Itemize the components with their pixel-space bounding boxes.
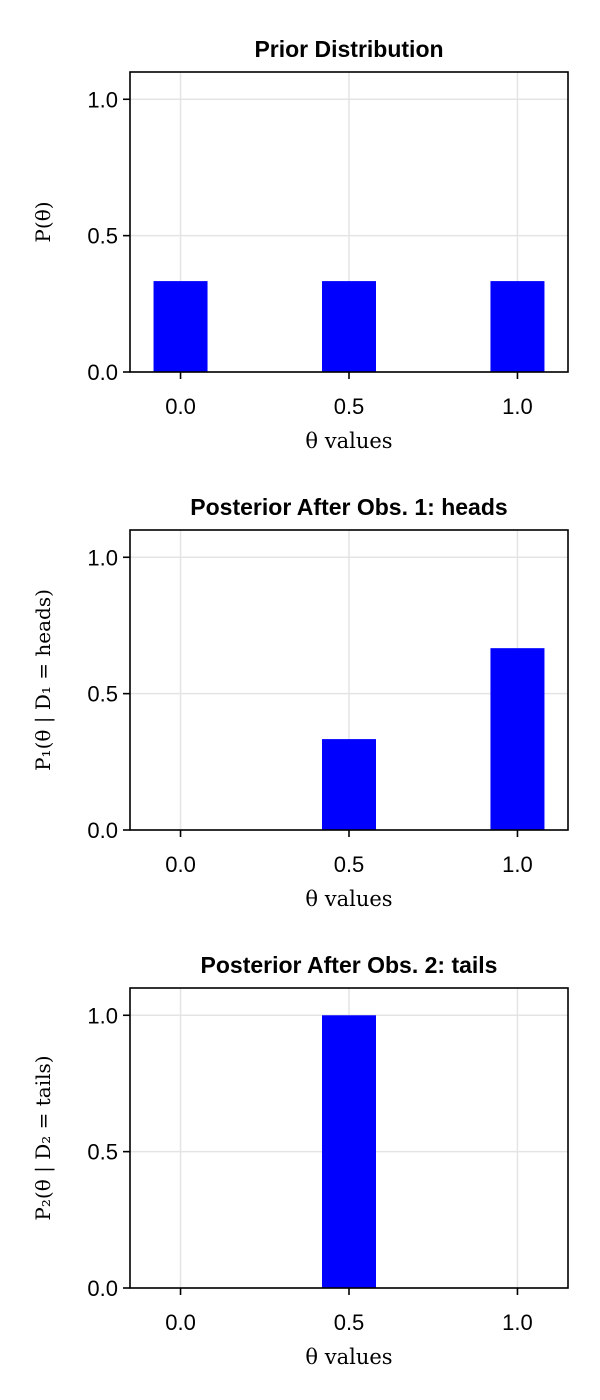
y-axis-label: P(θ) (31, 201, 55, 242)
x-tick-label: 1.0 (502, 394, 533, 419)
chart-title: Posterior After Obs. 2: tails (201, 952, 498, 978)
y-axis-label: P₂(θ | D₂ = tails) (31, 1055, 56, 1220)
y-tick-label: 1.0 (87, 1003, 118, 1028)
y-axis-label: P₁(θ | D₁ = heads) (31, 589, 56, 771)
x-tick-label: 0.5 (334, 394, 365, 419)
x-axis-label: θ values (305, 1345, 392, 1369)
bar-1.0 (490, 648, 545, 830)
x-tick-label: 0.0 (165, 852, 196, 877)
bar-0.5 (322, 1015, 376, 1288)
x-tick-label: 0.5 (334, 852, 365, 877)
y-tick-label: 1.0 (87, 87, 118, 112)
x-tick-label: 1.0 (502, 852, 533, 877)
bar-0.0 (153, 281, 208, 372)
chart-panel-0: 0.0 0.5 1.0 0.0 0.5 1.0 Prior Distribution θ va… (31, 36, 569, 453)
chart-panel-2: 0.0 0.5 1.0 0.0 0.5 1.0 Posterior After Obs. 2… (31, 952, 569, 1369)
y-tick-label: 0.0 (87, 818, 118, 843)
y-tick-label: 1.0 (87, 545, 118, 570)
x-tick-label: 0.0 (165, 394, 196, 419)
y-tick-label: 0.0 (87, 1276, 118, 1301)
y-tick-label: 0.5 (87, 224, 118, 249)
y-tick-label: 0.5 (87, 1140, 118, 1165)
y-tick-label: 0.5 (87, 682, 118, 707)
chart-title: Prior Distribution (254, 36, 443, 62)
x-axis-label: θ values (305, 429, 392, 453)
bar-0.5 (322, 281, 376, 372)
x-tick-label: 0.0 (165, 1310, 196, 1335)
chart-panel-1: 0.0 0.5 1.0 0.0 0.5 1.0 Posterior After Obs. 1… (31, 494, 569, 911)
x-tick-label: 1.0 (502, 1310, 533, 1335)
x-axis-label: θ values (305, 887, 392, 911)
chart-title: Posterior After Obs. 1: heads (190, 494, 507, 520)
x-tick-label: 0.5 (334, 1310, 365, 1335)
bar-0.5 (322, 739, 376, 830)
y-tick-label: 0.0 (87, 360, 118, 385)
bar-1.0 (490, 281, 545, 372)
